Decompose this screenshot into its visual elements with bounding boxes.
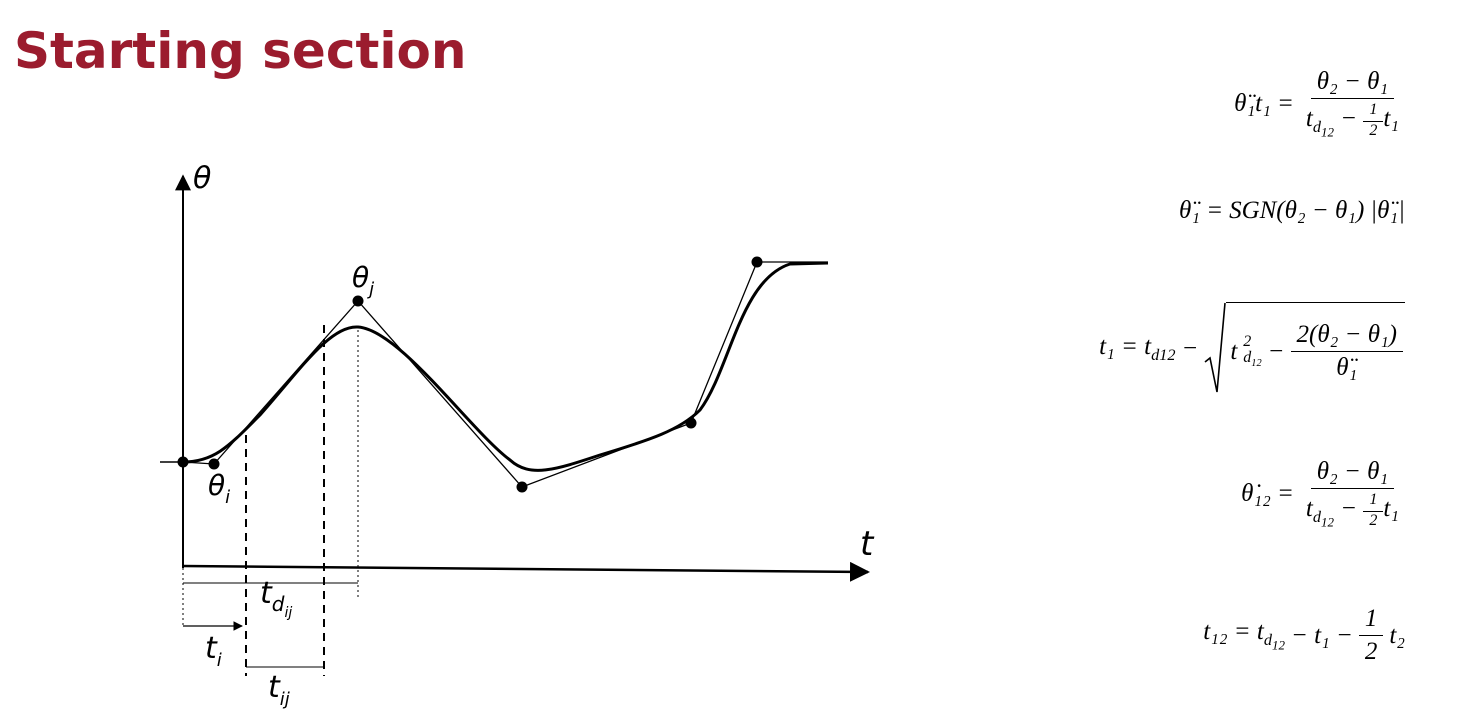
- half-den-text: 2: [1369, 122, 1378, 139]
- equation: θ̈₁t₁ = θ₂ − θ₁ td12 − 1 2 t₁: [1234, 68, 1405, 140]
- text: θi: [208, 469, 230, 508]
- half-den-text: 2: [1364, 638, 1378, 665]
- op-text: −: [1181, 335, 1199, 362]
- sub: d12: [1312, 508, 1334, 530]
- root-sup-text: 2: [1243, 332, 1252, 350]
- span: t₁₂ = td12: [1203, 618, 1285, 653]
- circle: [177, 456, 189, 468]
- circle: [685, 417, 697, 429]
- path: [1204, 302, 1227, 393]
- svg: [1204, 302, 1227, 393]
- den: td12 − 1 2 t₁: [1300, 99, 1405, 140]
- lhs-text: θ̈₁t₁ =: [1234, 90, 1294, 118]
- den-subsub-text: 12: [1320, 514, 1334, 530]
- y-axis-text: θ: [193, 161, 211, 196]
- root-op-text: −: [1267, 337, 1285, 365]
- den-sub-text: d: [1312, 118, 1321, 137]
- frac: θ₂ − θ₁ td12 − 1 2 t₁: [1300, 458, 1405, 530]
- sub: d12: [1312, 118, 1334, 140]
- sub-text: i: [217, 650, 222, 671]
- base-text: t: [268, 670, 281, 705]
- root-subsub-text: 12: [1251, 357, 1262, 369]
- text: ti: [205, 631, 222, 671]
- span: d12: [1243, 348, 1262, 370]
- root-sub-text: d: [1243, 348, 1252, 366]
- lhs-text: θ̈₁ =: [1178, 197, 1224, 224]
- num-text: θ₂ − θ₁: [1310, 68, 1395, 99]
- equation: θ̇₁₂ = θ₂ − θ₁ td12 − 1 2 t₁: [1241, 458, 1405, 530]
- lhs-sub-text: d12: [1151, 346, 1176, 364]
- text: θj: [352, 261, 374, 300]
- circle: [208, 458, 220, 470]
- equation: t₁₂ = td12 − t₁ − 1 2 t₂: [1203, 605, 1405, 666]
- rad: t 2 d12 − 2(θ₂ − θ₁) θ̈₁: [1226, 302, 1405, 396]
- base-text: t: [205, 631, 218, 666]
- lhs-text: t₁₂ = t: [1203, 617, 1264, 645]
- den-t-text: t: [1305, 495, 1313, 523]
- g: [245, 325, 325, 676]
- sub-text: j: [366, 279, 374, 300]
- frac: 2(θ₂ − θ₁) θ̈₁: [1290, 321, 1403, 382]
- circle: [352, 295, 364, 307]
- sub: d12: [1263, 630, 1285, 653]
- den: td12 − 1 2 t₁: [1300, 489, 1405, 530]
- sub-text: ij: [280, 689, 290, 710]
- half-den-text: 2: [1369, 512, 1378, 529]
- g: [182, 330, 359, 628]
- den-t-text: t: [1305, 105, 1313, 133]
- base-text: θ: [208, 469, 225, 502]
- sub-text: i: [225, 487, 230, 508]
- x-axis-text: t: [860, 524, 875, 564]
- lhs-text: t₁ = t: [1099, 333, 1152, 360]
- sub-text: d: [272, 592, 285, 616]
- den-sub-text: d: [1312, 508, 1321, 527]
- num-text: 2(θ₂ − θ₁): [1290, 321, 1403, 352]
- diagram: θ t θj θi tdij ti tij: [160, 161, 875, 710]
- span: t₁ = td12: [1099, 333, 1175, 365]
- frac: θ₂ − θ₁ td12 − 1 2 t₁: [1300, 68, 1405, 140]
- base-text: θ: [352, 261, 369, 294]
- mid-text: − t₁ −: [1290, 621, 1353, 649]
- sqrt: t 2 d12 − 2(θ₂ − θ₁) θ̈₁: [1204, 302, 1405, 396]
- path: [182, 561, 870, 582]
- equation: θ̈₁ = SGN(θ₂ − θ₁) |θ̈₁|: [1179, 197, 1405, 225]
- path: [182, 261, 829, 472]
- den-text: θ̈₁: [1336, 354, 1358, 381]
- circle: [751, 256, 763, 268]
- half-num-text: 1: [1363, 101, 1384, 122]
- equation: t₁ = td12 − t 2 d12 − 2(θ₂ − θ₁) θ̈₁: [1099, 302, 1405, 396]
- half-num-text: 1: [1358, 605, 1384, 636]
- lhs-sub-text: d: [1263, 630, 1272, 649]
- den-tail-text: t₁: [1383, 495, 1399, 523]
- polyline: [182, 261, 828, 488]
- den-op-text: −: [1340, 495, 1358, 523]
- text: tij: [268, 670, 290, 710]
- text: tdij: [260, 576, 292, 621]
- root-t-text: t: [1230, 337, 1238, 365]
- lhs-subsub-text: 12: [1271, 637, 1285, 653]
- circle: [516, 481, 528, 493]
- lhs-text: θ̇₁₂ =: [1241, 480, 1294, 508]
- ss: 2 d12: [1243, 332, 1262, 370]
- den-subsub-text: 12: [1320, 124, 1334, 140]
- g: [177, 256, 763, 493]
- tail-text: t₂: [1389, 621, 1405, 649]
- den-op-text: −: [1340, 105, 1358, 133]
- body-text: SGN(θ₂ − θ₁): [1229, 197, 1365, 224]
- slide-title: Starting section: [14, 22, 467, 80]
- num-text: θ₂ − θ₁: [1310, 458, 1395, 489]
- subsub-text: ij: [284, 605, 292, 621]
- abs-text: |θ̈₁|: [1370, 197, 1405, 224]
- den-tail-text: t₁: [1383, 105, 1399, 133]
- base-text: t: [260, 576, 273, 611]
- half-num-text: 1: [1363, 491, 1384, 512]
